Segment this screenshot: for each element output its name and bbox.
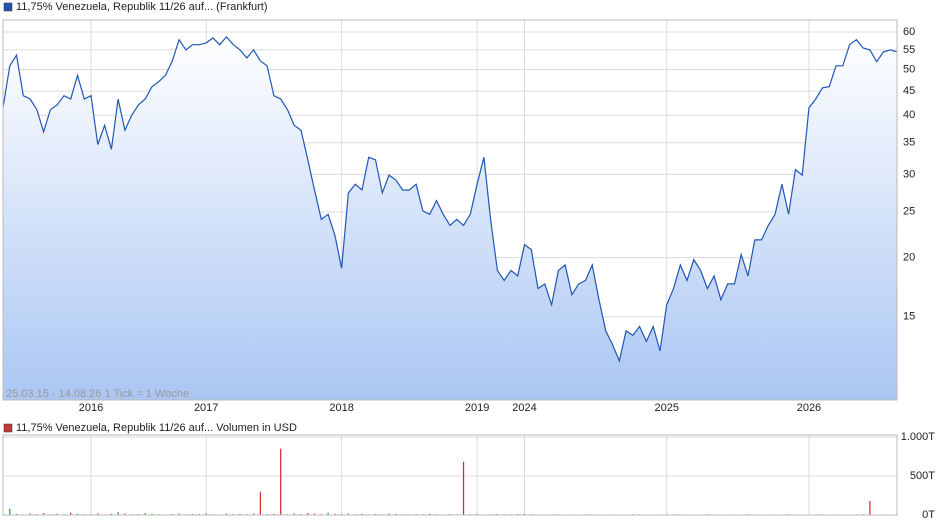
y-tick-label: 35 <box>903 137 915 149</box>
price-line <box>2 35 898 363</box>
x-tick-label: 2017 <box>194 402 218 414</box>
volume-bar <box>259 491 261 515</box>
volume-bar <box>76 513 79 515</box>
legend-label: 11,75% Venezuela, Republik 11/26 auf... … <box>16 422 297 434</box>
legend-swatch <box>3 423 13 433</box>
legend-swatch <box>3 2 13 12</box>
volume-bar <box>15 513 18 515</box>
volume-bar <box>124 513 126 515</box>
volume-bar <box>178 513 180 515</box>
volume-bar <box>388 513 390 515</box>
volume-bar <box>144 513 146 515</box>
volume-bar <box>273 513 275 515</box>
y-tick-label: 40 <box>903 109 915 121</box>
y-tick-label: 20 <box>903 252 915 264</box>
y-tick-label: 60 <box>903 26 915 38</box>
volume-bar <box>361 513 363 515</box>
plot-frame <box>2 19 898 401</box>
volume-bar <box>280 448 282 515</box>
y-tick-label: 500T <box>910 470 935 482</box>
y-tick-label: 1.000T <box>901 431 936 443</box>
volume-bar <box>429 513 431 515</box>
x-tick-label: 2024 <box>512 402 536 414</box>
plot-frame <box>2 434 898 516</box>
y-tick-label: 25 <box>903 206 915 218</box>
y-tick-label: 30 <box>903 168 915 180</box>
volume-bar <box>313 513 316 515</box>
volume-bar <box>205 513 207 515</box>
volume-bar <box>70 512 72 515</box>
volume-bar <box>307 513 309 515</box>
volume-bar <box>9 508 11 515</box>
volume-bar <box>293 513 295 515</box>
x-tick-label: 2025 <box>654 402 678 414</box>
volume-bar <box>347 513 350 515</box>
volume-bar <box>239 513 241 515</box>
x-tick-label: 2016 <box>79 402 103 414</box>
volume-bar <box>327 512 329 515</box>
y-tick-label: 15 <box>903 311 915 323</box>
y-tick-label: 50 <box>903 63 915 75</box>
y-tick-label: 0T <box>922 509 935 521</box>
volume-bar <box>334 513 336 515</box>
volume-bar <box>252 513 255 515</box>
volume-bar <box>171 513 173 515</box>
volume-bar <box>462 461 465 515</box>
annotation: 25.03.15 - 14.08.26 1 Tick = 1 Woche <box>6 388 189 400</box>
volume-bar <box>97 513 99 515</box>
volume-bar <box>523 513 526 515</box>
area-fill <box>3 36 897 401</box>
volume-bar <box>56 513 58 515</box>
volume-bar <box>29 513 31 515</box>
volume-bar <box>225 513 228 515</box>
volume-bar <box>476 513 478 515</box>
volume-bar <box>43 513 45 515</box>
volume-bar <box>110 513 112 515</box>
volume-bar <box>395 513 397 515</box>
volume-bar <box>117 512 119 515</box>
volume-bar <box>869 500 871 515</box>
volume-bar <box>151 513 153 515</box>
legend-label: 11,75% Venezuela, Republik 11/26 auf... … <box>16 1 268 13</box>
y-tick-label: 45 <box>903 85 915 97</box>
volume-bar <box>198 513 201 515</box>
x-tick-label: 2019 <box>465 402 489 414</box>
x-tick-label: 2026 <box>797 402 821 414</box>
y-tick-label: 55 <box>903 44 915 56</box>
x-tick-label: 2018 <box>329 402 353 414</box>
